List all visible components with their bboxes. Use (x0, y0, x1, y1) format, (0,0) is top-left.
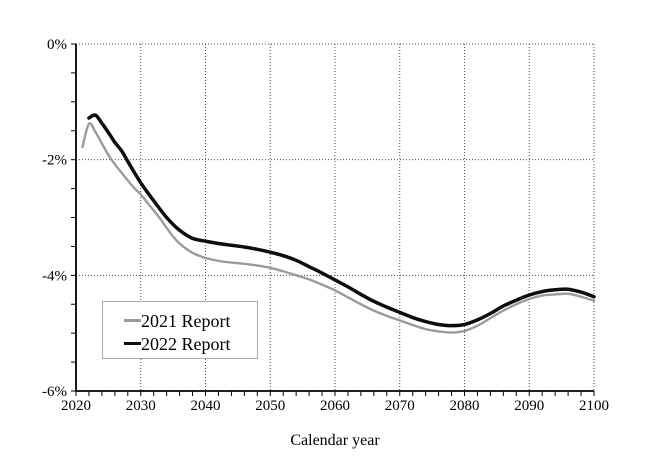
legend-item-2021: 2021 Report (124, 309, 257, 332)
x-tick-label: 2060 (320, 398, 350, 414)
legend-swatch-2022-line (124, 341, 141, 346)
legend-swatch-2021-line (124, 319, 141, 322)
x-tick-label: 2040 (191, 398, 221, 414)
legend: 2021 Report 2022 Report (102, 301, 258, 359)
legend-label-2021: 2021 Report (141, 310, 231, 331)
x-axis-title: Calendar year (290, 432, 380, 449)
series-curves (81, 113, 596, 334)
y-tick-label: 0% (47, 37, 67, 53)
curve-2022-report (87, 113, 596, 328)
y-tick-label: -6% (42, 384, 67, 400)
x-tick-label: 2050 (255, 398, 285, 414)
x-tick-label: 2020 (61, 398, 91, 414)
curve-2021-report (81, 122, 596, 334)
x-tick-label: 2090 (514, 398, 544, 414)
x-tick-label: 2080 (450, 398, 480, 414)
legend-label-2022: 2022 Report (141, 333, 231, 354)
legend-item-2022: 2022 Report (124, 332, 257, 355)
x-tick-label: 2100 (579, 398, 609, 414)
axes (75, 44, 594, 392)
tick-labels: 2020 2030 2040 2050 2060 2070 2080 2090 2100 0% -2… (42, 37, 609, 414)
x-tick-label: 2030 (126, 398, 156, 414)
y-tick-label: -2% (42, 153, 67, 169)
y-tick-label: -4% (42, 268, 67, 284)
x-tick-label: 2070 (385, 398, 415, 414)
gridlines (76, 43, 595, 391)
